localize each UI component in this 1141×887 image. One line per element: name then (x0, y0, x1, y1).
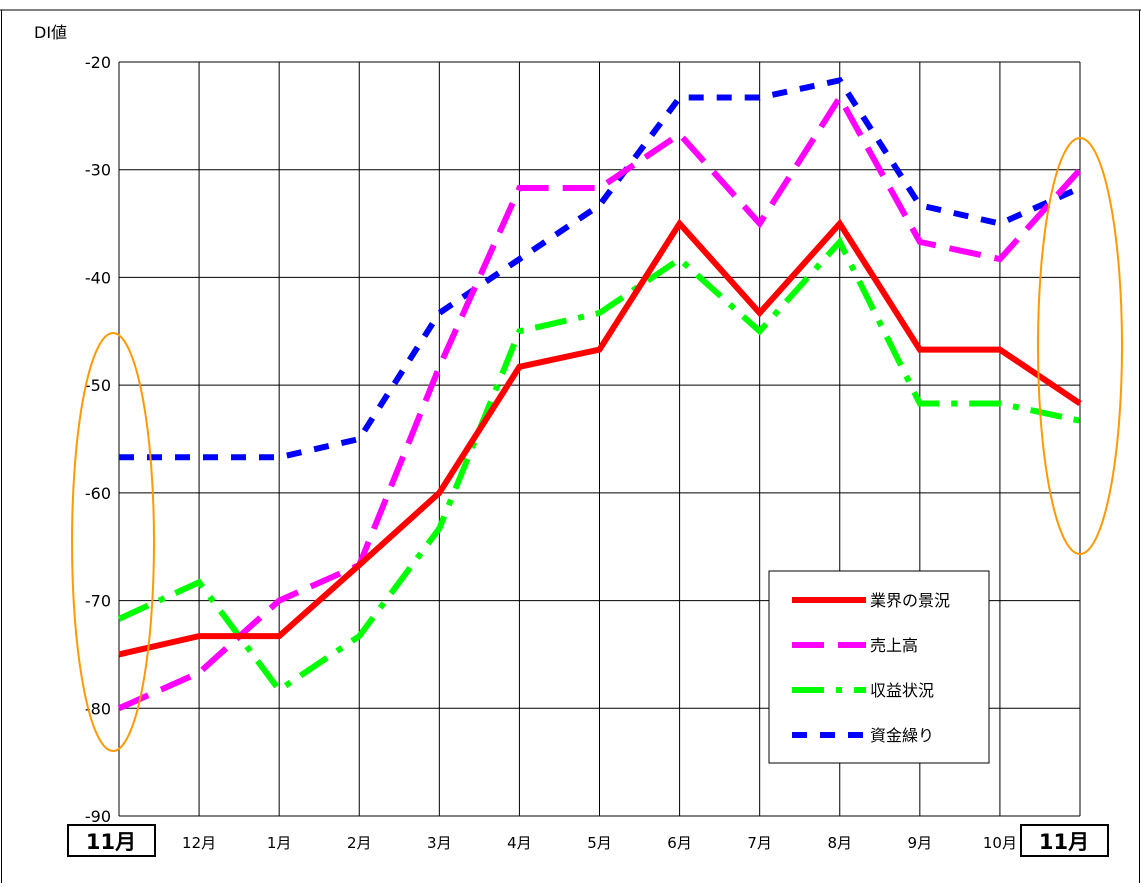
x-tick-label: 8月 (827, 834, 852, 852)
y-tick-label: -20 (85, 53, 111, 72)
boxed-x-tick (1020, 824, 1109, 857)
legend-label: 売上高 (870, 636, 918, 655)
x-tick-label: 6月 (667, 834, 692, 852)
x-tick-labels: 11月 12月 1月 2月 3月 4月 5月 6月 7月 8月 9月 10月 11月 (67, 824, 1109, 857)
y-tick-label: -70 (85, 592, 111, 611)
x-tick-label: 4月 (507, 834, 532, 852)
boxed-x-tick (67, 824, 156, 857)
y-tick-label: -50 (85, 376, 111, 395)
x-tick-label: 1月 (267, 834, 292, 852)
x-tick-label: 12月 (182, 834, 216, 852)
legend-label: 収益状況 (870, 681, 934, 700)
y-tick-labels: -20 -30 -40 -50 -60 -70 -80 -90 (85, 53, 111, 826)
x-tick-label: 2月 (347, 834, 372, 852)
x-tick-label: 10月 (983, 834, 1017, 852)
x-tick-label: 7月 (747, 834, 772, 852)
highlight-ellipse-start (71, 332, 155, 752)
series-line (118, 218, 1082, 658)
y-tick-label: -80 (85, 699, 111, 718)
series-lines (117, 76, 1083, 712)
y-tick-label: -90 (85, 807, 111, 826)
highlight-ellipses (71, 137, 1123, 752)
x-tick-label-highlighted: 11月 (1039, 830, 1089, 854)
y-tick-label: -60 (85, 484, 111, 503)
highlight-ellipse-end (1037, 137, 1123, 555)
y-axis-label: DI値 (34, 23, 67, 42)
series-line (117, 236, 1081, 695)
legend-label: 業界の景況 (870, 591, 950, 610)
x-tick-label: 9月 (908, 834, 933, 852)
x-tick-label: 3月 (427, 834, 452, 852)
series-line (117, 91, 1083, 712)
x-tick-label: 5月 (587, 834, 612, 852)
y-tick-label: -30 (85, 161, 111, 180)
x-tick-label-highlighted: 11月 (86, 830, 136, 854)
y-tick-label: -40 (85, 268, 111, 287)
legend-label: 資金繰り (870, 726, 934, 745)
